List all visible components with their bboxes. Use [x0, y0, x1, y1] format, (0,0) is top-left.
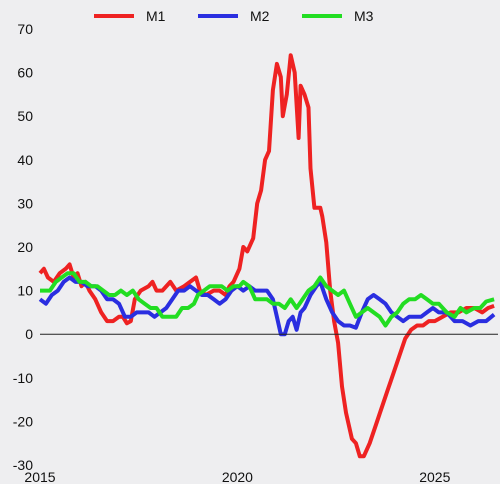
y-tick-label: 20 — [17, 239, 33, 255]
y-tick-label: -30 — [13, 457, 33, 473]
y-tick-label: 30 — [17, 195, 33, 211]
y-tick-label: -10 — [13, 370, 33, 386]
legend: M1 M2 M3 — [94, 8, 374, 24]
x-tick-label: 2015 — [24, 469, 55, 484]
legend-label-m3: M3 — [354, 8, 374, 24]
series-layer — [38, 53, 496, 459]
x-tick-label: 2020 — [222, 469, 253, 484]
series-line-m2 — [38, 275, 496, 337]
y-tick-label: 60 — [17, 65, 33, 81]
legend-label-m1: M1 — [146, 8, 166, 24]
series-line-m1 — [38, 53, 495, 459]
legend-label-m2: M2 — [250, 8, 270, 24]
x-tick-label: 2025 — [419, 469, 450, 484]
y-axis: 70 60 50 40 30 20 10 0 -10 -20 -30 — [13, 21, 33, 473]
x-axis: 2015 2020 2025 — [24, 469, 450, 484]
y-tick-label: 40 — [17, 152, 33, 168]
y-tick-label: -20 — [13, 413, 33, 429]
y-tick-label: 10 — [17, 283, 33, 299]
y-tick-label: 0 — [25, 326, 33, 342]
series-line-m3 — [40, 271, 495, 328]
y-tick-label: 50 — [17, 108, 33, 124]
y-tick-label: 70 — [17, 21, 33, 37]
